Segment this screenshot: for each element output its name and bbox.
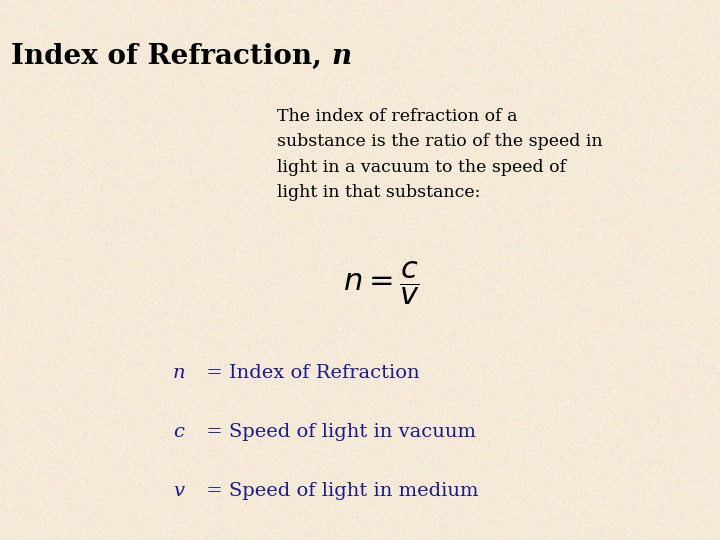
Text: n: n [173, 363, 185, 382]
Text: = Index of Refraction: = Index of Refraction [200, 363, 420, 382]
Text: Index of Refraction,: Index of Refraction, [11, 43, 331, 70]
Text: $\mathit{n} = \dfrac{c}{v}$: $\mathit{n} = \dfrac{c}{v}$ [343, 260, 420, 307]
Text: = Speed of light in medium: = Speed of light in medium [200, 482, 479, 501]
Text: c: c [173, 423, 184, 441]
Text: n: n [331, 43, 351, 70]
Text: The index of refraction of a
substance is the ratio of the speed in
light in a v: The index of refraction of a substance i… [277, 108, 603, 201]
Text: v: v [173, 482, 184, 501]
Text: = Speed of light in vacuum: = Speed of light in vacuum [200, 423, 476, 441]
